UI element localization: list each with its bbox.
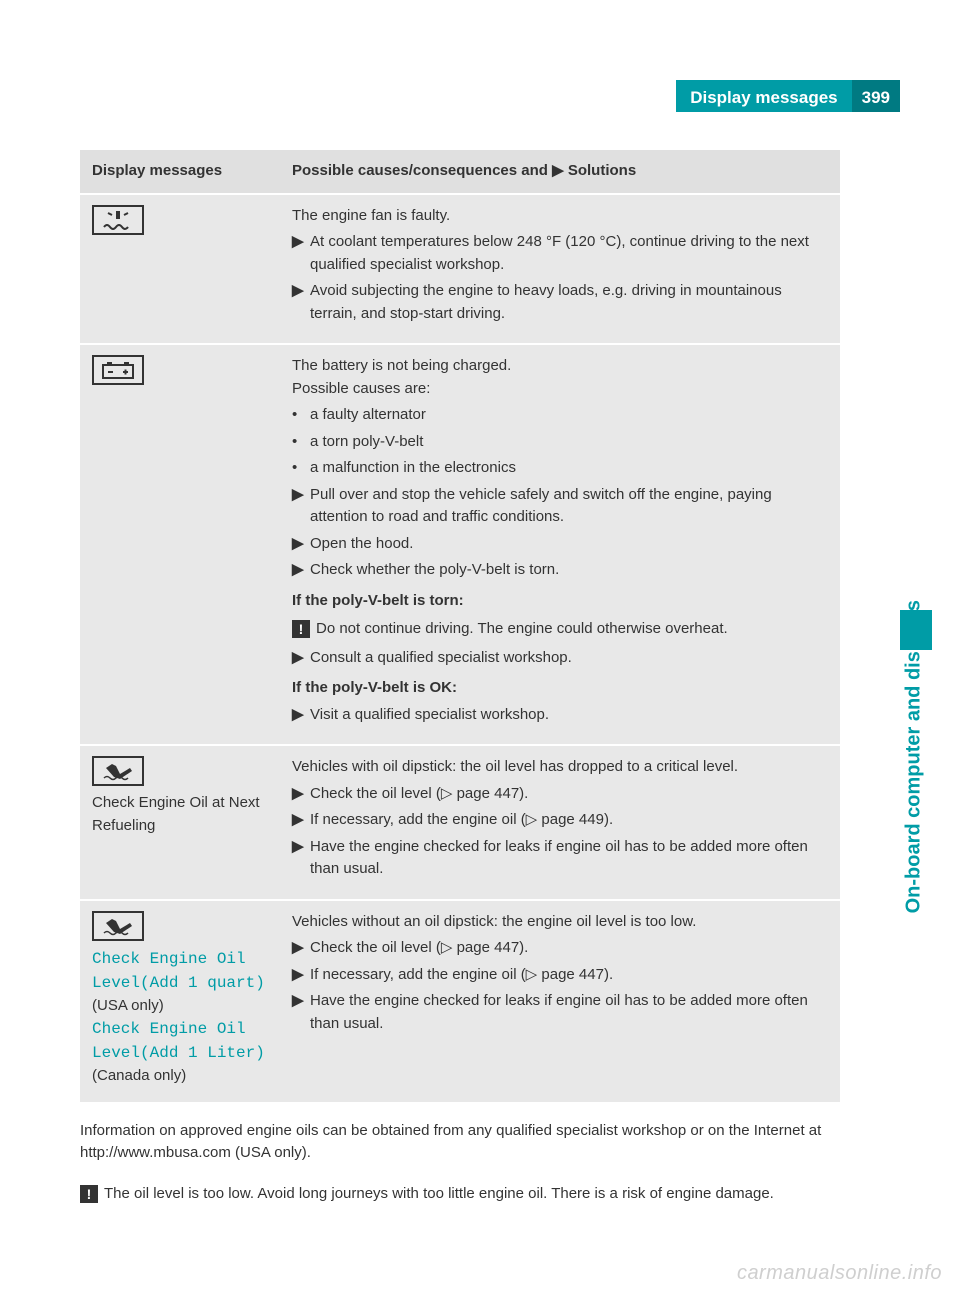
table-row: The engine fan is faulty. ▶At coolant te… <box>80 194 840 345</box>
left-label-teal: Check Engine Oil Level(Add 1 quart) <box>92 947 268 995</box>
row-intro: Vehicles without an oil dipstick: the en… <box>292 911 828 934</box>
action-item: ▶Open the hood. <box>292 533 828 556</box>
action-item: ▶Check the oil level (▷ page 447). <box>292 783 828 806</box>
col-header-display: Display messages <box>80 150 280 194</box>
footer-paragraph: Information on approved engine oils can … <box>80 1120 840 1165</box>
bold-heading: If the poly-V-belt is OK: <box>292 677 828 700</box>
footer-warning: ! The oil level is too low. Avoid long j… <box>80 1183 840 1206</box>
action-item: ▶Pull over and stop the vehicle safely a… <box>292 484 828 529</box>
bullet-item: a faulty alternator <box>292 404 828 427</box>
left-note: (Canada only) <box>92 1065 268 1088</box>
row-intro: The battery is not being charged. <box>292 355 828 378</box>
action-item: ▶If necessary, add the engine oil (▷ pag… <box>292 809 828 832</box>
left-note: (USA only) <box>92 995 268 1018</box>
side-tab-marker <box>900 610 932 650</box>
display-messages-table: Display messages Possible causes/consequ… <box>80 150 840 1102</box>
table-row: Check Engine Oil Level(Add 1 quart) (USA… <box>80 900 840 1102</box>
warning-icon: ! <box>80 1185 98 1203</box>
watermark: carmanualsonline.info <box>737 1258 942 1288</box>
coolant-fan-icon <box>92 205 144 235</box>
action-item: ▶Have the engine checked for leaks if en… <box>292 990 828 1035</box>
action-item: ▶If necessary, add the engine oil (▷ pag… <box>292 964 828 987</box>
action-item: ▶Check whether the poly-V-belt is torn. <box>292 559 828 582</box>
table-row: The battery is not being charged. Possib… <box>80 344 840 745</box>
left-label-teal: Check Engine Oil Level(Add 1 Liter) <box>92 1017 268 1065</box>
bullet-item: a torn poly-V-belt <box>292 431 828 454</box>
row-intro: The engine fan is faulty. <box>292 205 828 228</box>
header-title: Display messages <box>676 80 851 112</box>
row-intro: Vehicles with oil dipstick: the oil leve… <box>292 756 828 779</box>
action-item: ▶At coolant temperatures below 248 °F (1… <box>292 231 828 276</box>
page-header: Display messages 399 <box>676 80 900 112</box>
bold-heading: If the poly-V-belt is torn: <box>292 590 828 613</box>
oil-icon <box>92 911 144 941</box>
bullet-item: a malfunction in the electronics <box>292 457 828 480</box>
action-item: ▶Have the engine checked for leaks if en… <box>292 836 828 881</box>
table-row: Check Engine Oil at Next Refueling Vehic… <box>80 745 840 900</box>
warning-icon: ! <box>292 620 310 638</box>
battery-icon <box>92 355 144 385</box>
oil-icon <box>92 756 144 786</box>
col-header-solutions: Possible causes/consequences and ▶ Solut… <box>280 150 840 194</box>
row-intro2: Possible causes are: <box>292 378 828 401</box>
action-item: ▶Consult a qualified specialist workshop… <box>292 647 828 670</box>
side-tab: On-board computer and displays <box>900 170 932 650</box>
left-label: Check Engine Oil at Next Refueling <box>92 792 268 837</box>
action-item: ▶Check the oil level (▷ page 447). <box>292 937 828 960</box>
action-item: ▶Visit a qualified specialist workshop. <box>292 704 828 727</box>
action-item: ▶Avoid subjecting the engine to heavy lo… <box>292 280 828 325</box>
warning-line: !Do not continue driving. The engine cou… <box>292 618 828 641</box>
header-page-number: 399 <box>852 80 900 112</box>
